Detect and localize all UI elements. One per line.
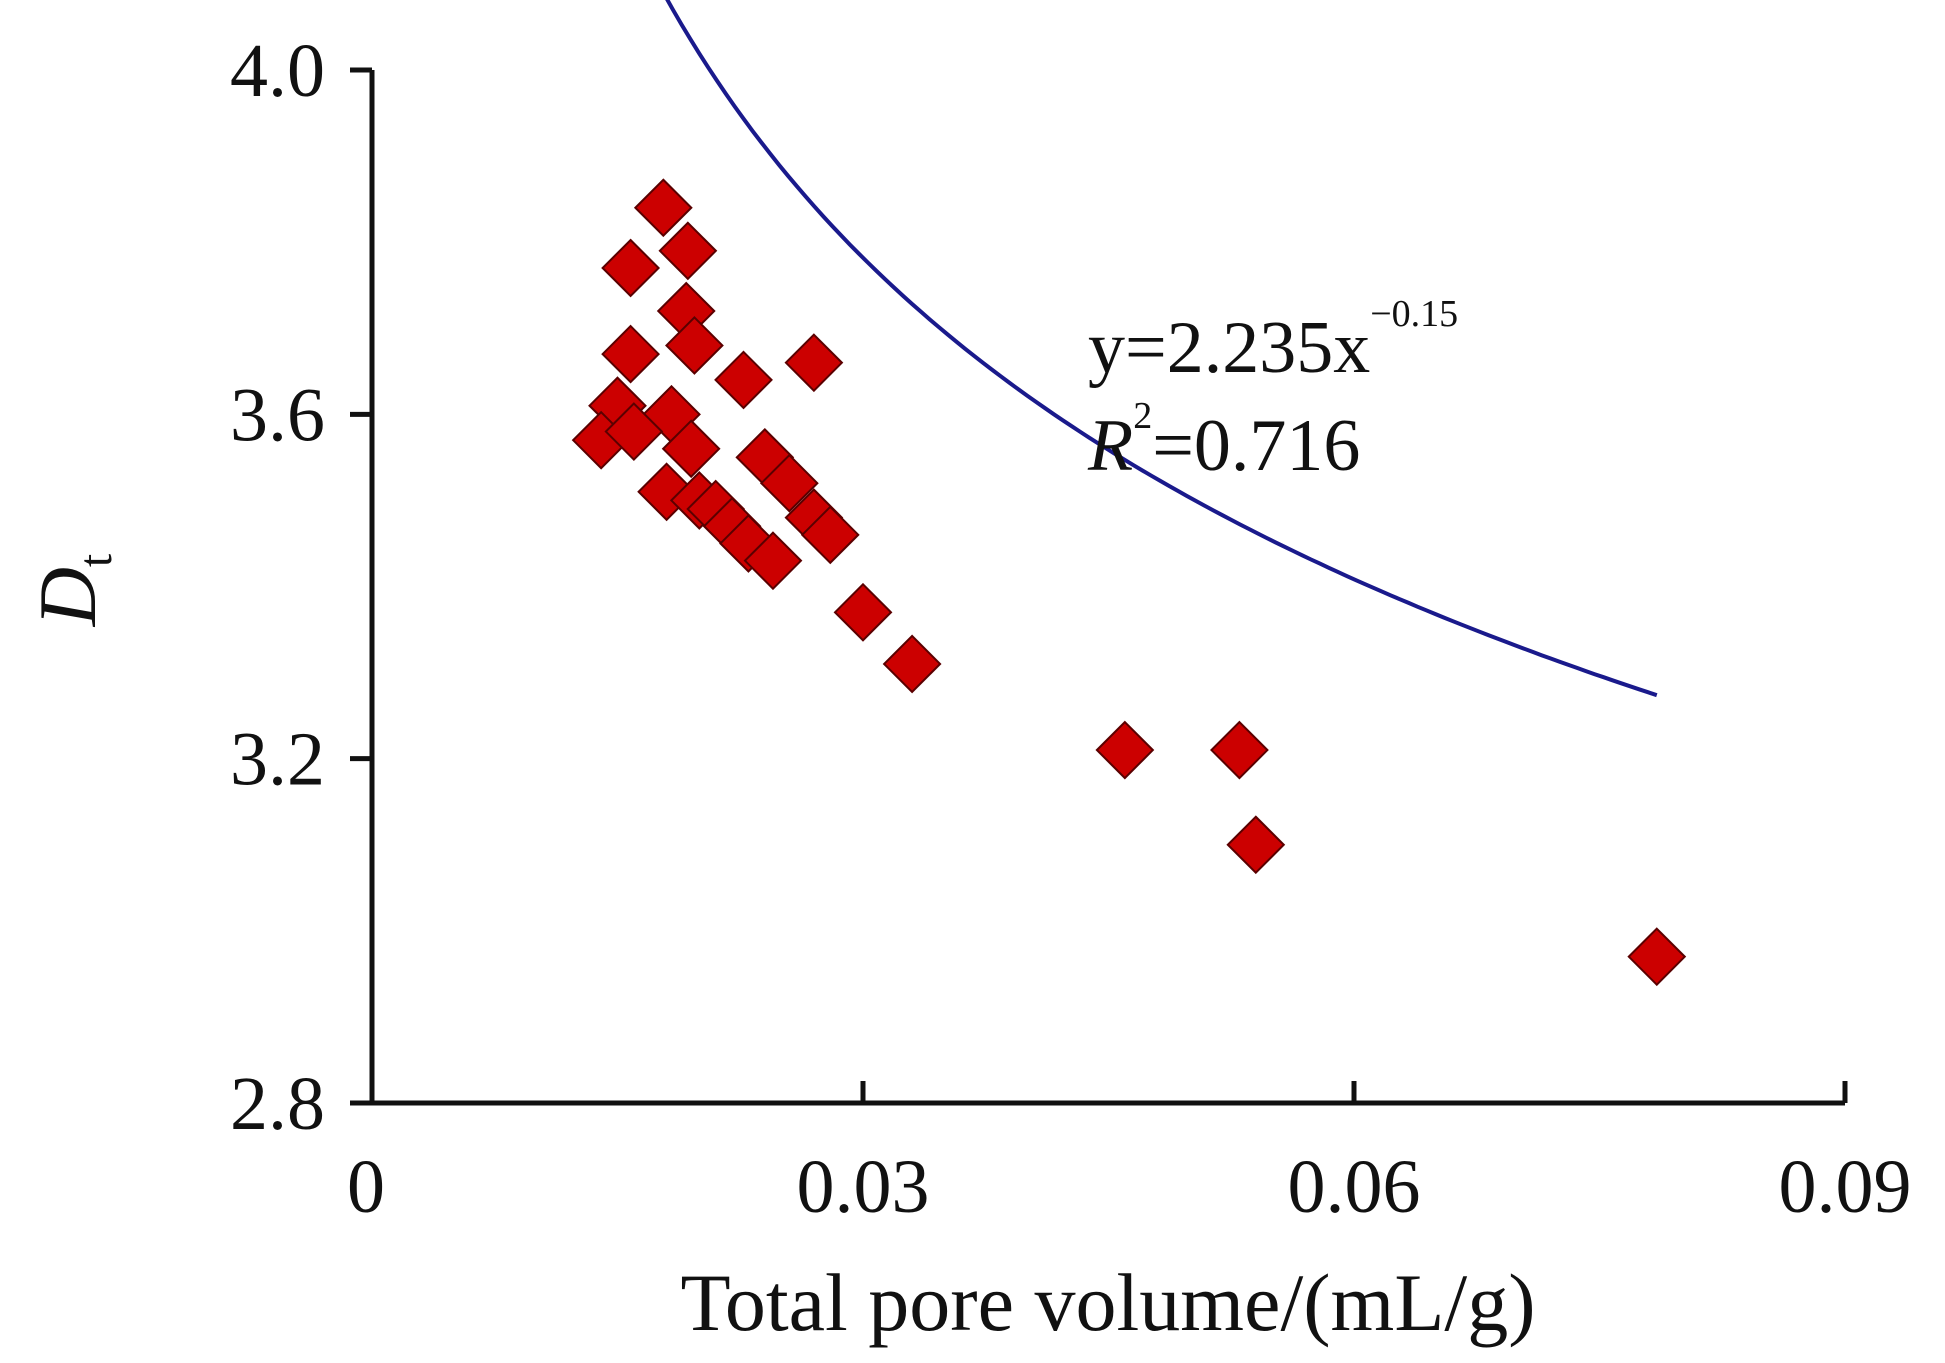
data-point xyxy=(601,324,661,384)
x-tick-label: 0.09 xyxy=(1779,1145,1912,1229)
data-point xyxy=(658,221,718,281)
data-point xyxy=(601,238,661,298)
data-point xyxy=(1095,720,1155,780)
data-point xyxy=(743,531,803,591)
equation-prefix: y=2.235x xyxy=(1088,307,1370,389)
x-tick-label: 0 xyxy=(347,1145,385,1229)
y-tick-label: 4.0 xyxy=(230,29,325,113)
data-point xyxy=(784,333,844,393)
y-tick-label: 2.8 xyxy=(230,1062,325,1146)
r-squared-var: R xyxy=(1087,405,1133,487)
data-point xyxy=(633,178,693,238)
data-point xyxy=(665,316,724,375)
y-tick-label: 3.6 xyxy=(230,373,325,457)
data-point xyxy=(604,402,664,461)
y-axis-title-sub: t xyxy=(69,553,122,567)
scatter-points xyxy=(571,178,1687,987)
data-point xyxy=(800,505,860,565)
data-point xyxy=(637,462,697,522)
tick-labels: 0 0.03 0.06 0.09 2.8 3.2 3.6 4.0 xyxy=(230,29,1912,1229)
r-squared-exponent: 2 xyxy=(1133,395,1152,437)
x-axis-title: Total pore volume/(mL/g) xyxy=(680,1257,1535,1348)
equation-line-2: R2=0.716 xyxy=(1087,395,1360,487)
data-point xyxy=(882,634,942,694)
y-axis-title: Dt xyxy=(22,553,122,627)
data-point xyxy=(1226,815,1286,875)
data-point xyxy=(661,419,721,479)
x-tick-label: 0.06 xyxy=(1288,1145,1421,1229)
tick-marks xyxy=(350,67,1848,1106)
data-point xyxy=(714,350,773,410)
data-point xyxy=(1210,720,1269,780)
r-squared-value: =0.716 xyxy=(1152,405,1360,487)
data-point xyxy=(833,582,893,642)
data-point xyxy=(759,453,819,513)
x-tick-label: 0.03 xyxy=(797,1145,930,1229)
y-axis-title-main: D xyxy=(22,567,113,627)
equation-line-1: y=2.235x−0.15 xyxy=(1088,293,1458,389)
equation-exponent: −0.15 xyxy=(1370,293,1458,335)
y-tick-label: 3.2 xyxy=(230,718,325,802)
data-point xyxy=(1627,927,1687,987)
axes xyxy=(369,70,1845,1106)
fit-curve xyxy=(665,0,1658,698)
